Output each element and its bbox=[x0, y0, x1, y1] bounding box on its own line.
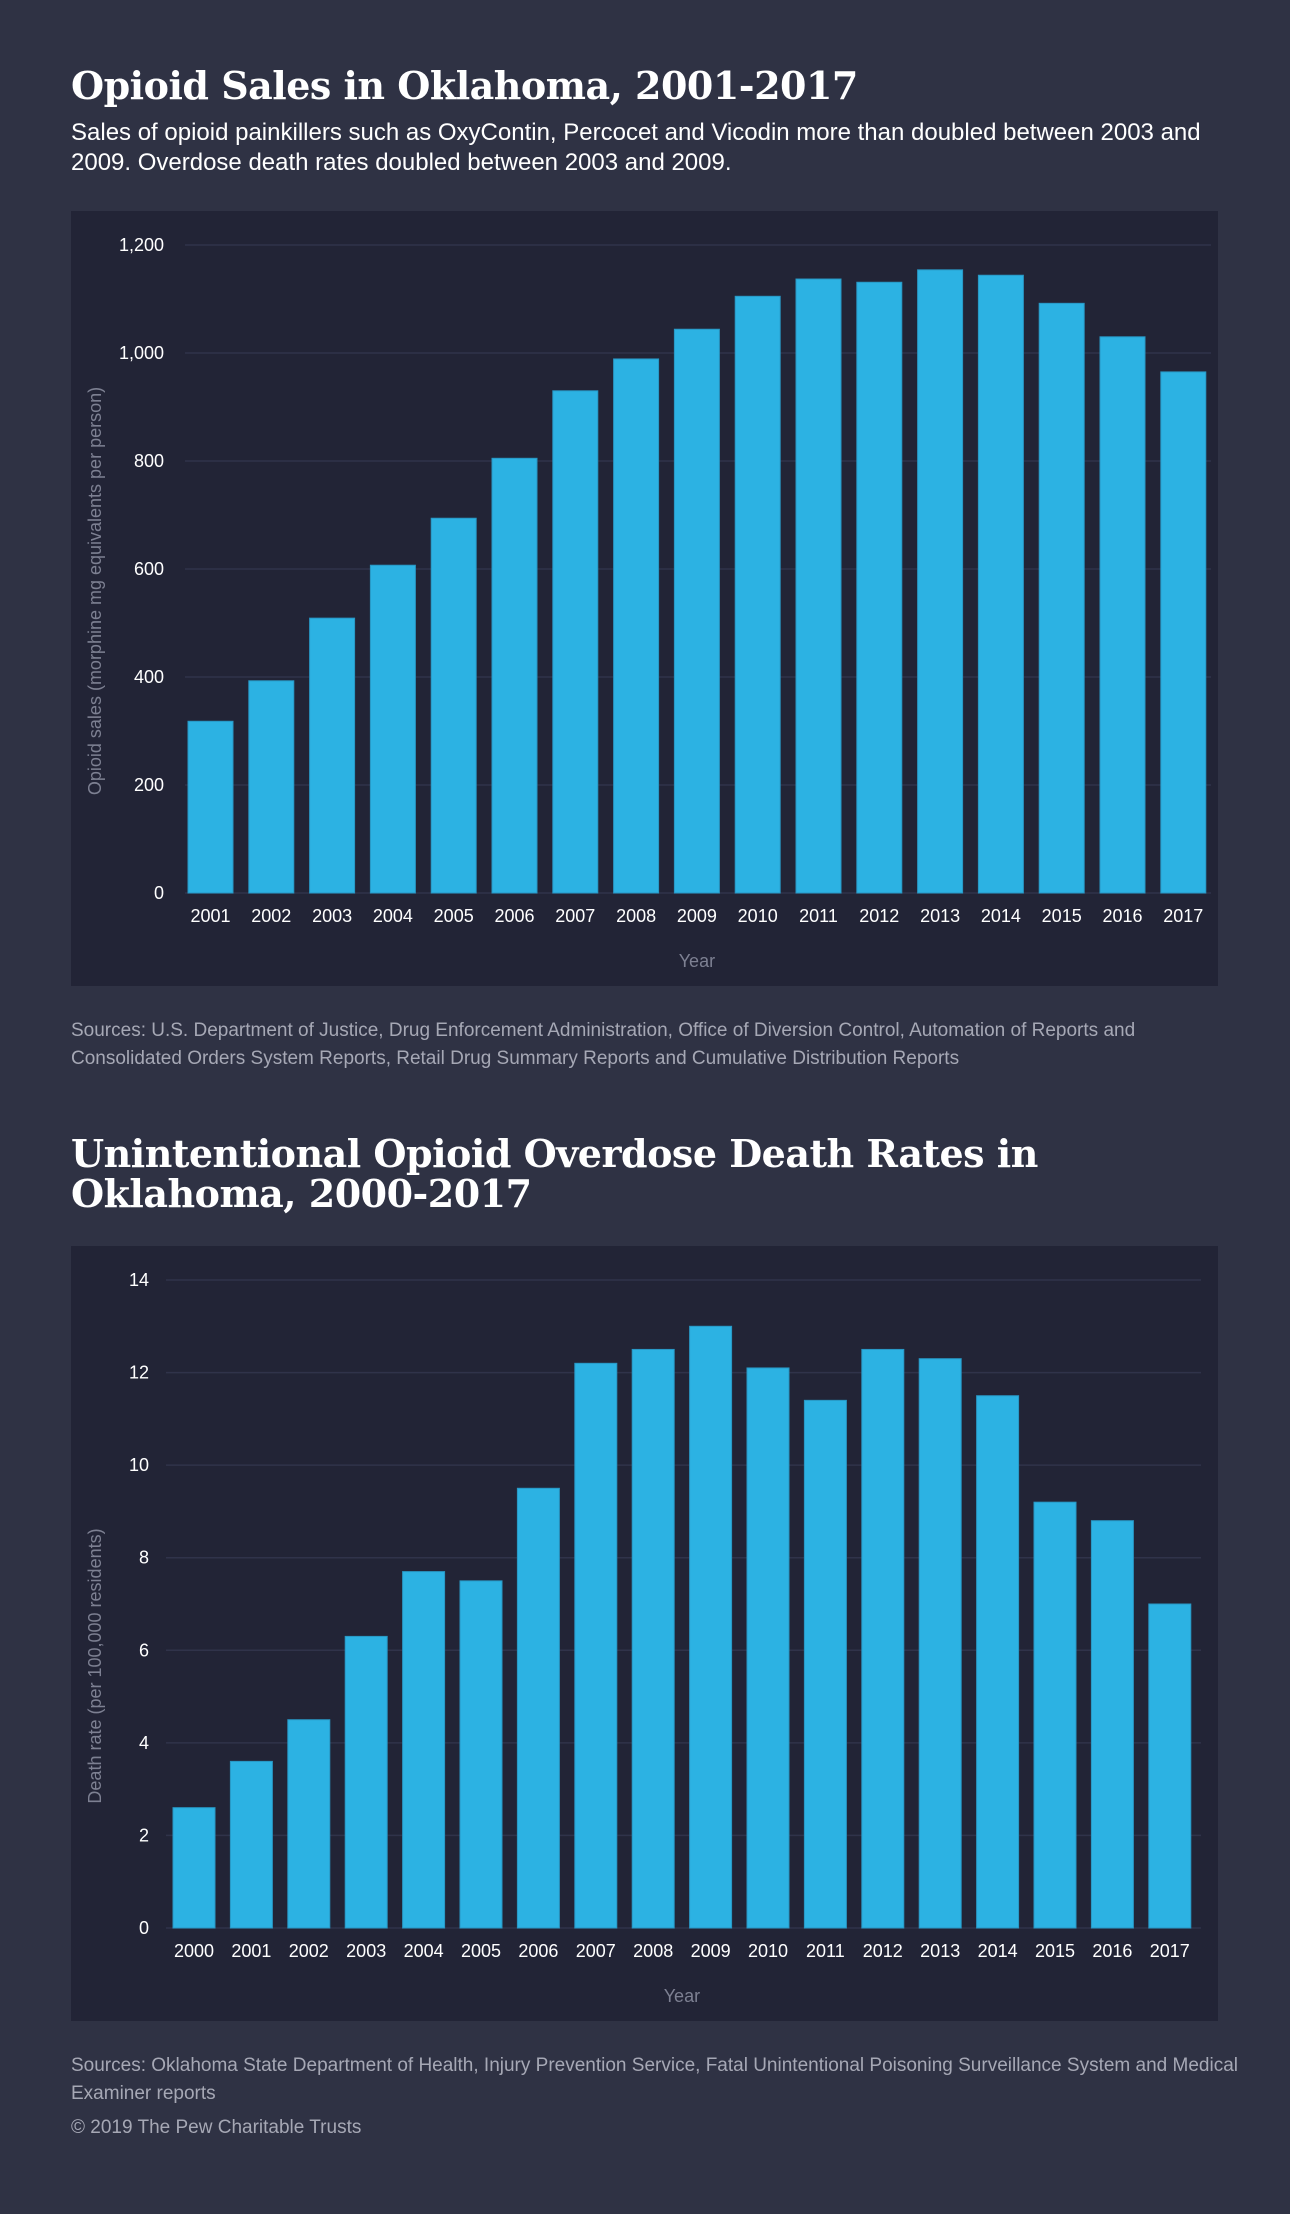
bar-2014 bbox=[977, 274, 1024, 894]
y-tick-label: 800 bbox=[134, 451, 164, 471]
bar-2002 bbox=[248, 680, 295, 894]
x-tick-label: 2010 bbox=[738, 906, 778, 926]
bar-2008 bbox=[613, 358, 660, 894]
y-tick-label: 8 bbox=[139, 1548, 149, 1568]
x-tick-label: 2003 bbox=[312, 906, 352, 926]
x-tick-label: 2006 bbox=[518, 1941, 558, 1961]
y-axis-label: Death rate (per 100,000 residents) bbox=[85, 1528, 105, 1803]
x-tick-label: 2002 bbox=[251, 906, 291, 926]
y-tick-label: 4 bbox=[139, 1733, 149, 1753]
y-tick-label: 0 bbox=[139, 1918, 149, 1938]
bar-2014 bbox=[976, 1395, 1020, 1929]
bar-2006 bbox=[491, 457, 538, 894]
chart1-panel: 0 200 400 600 800 1,000 1,200 2001 2002 2003 2004 2… bbox=[71, 211, 1218, 986]
x-tick-label: 2001 bbox=[190, 906, 230, 926]
x-tick-label: 2002 bbox=[289, 1941, 329, 1961]
chart2-title: Unintentional Opioid Overdose Death Rate… bbox=[71, 1131, 1038, 1216]
bar-2000 bbox=[172, 1807, 216, 1929]
y-axis-label: Opioid sales (morphine mg equivalents pe… bbox=[85, 387, 105, 795]
bar-2017 bbox=[1148, 1603, 1192, 1929]
y-tick-label: 2 bbox=[139, 1825, 149, 1845]
x-tick-label: 2005 bbox=[461, 1941, 501, 1961]
y-tick-label: 200 bbox=[134, 775, 164, 795]
bar-2003 bbox=[309, 617, 356, 894]
bar-2013 bbox=[917, 269, 964, 894]
bar-2001 bbox=[229, 1760, 273, 1929]
bar-2007 bbox=[552, 390, 599, 894]
y-tick-label: 1,200 bbox=[119, 235, 164, 255]
bar-2009 bbox=[689, 1325, 733, 1929]
bar-2007 bbox=[574, 1362, 618, 1929]
x-tick-label: 2005 bbox=[434, 906, 474, 926]
x-tick-label: 2011 bbox=[806, 1941, 845, 1961]
bar-2015 bbox=[1038, 302, 1085, 894]
bar-2016 bbox=[1090, 1520, 1134, 1929]
bar-2011 bbox=[795, 278, 842, 894]
x-tick-label: 2016 bbox=[1102, 906, 1142, 926]
chart2-panel: 0 2 4 6 8 10 12 14 2000 2001 2002 2003 2004 2005 2006 2… bbox=[71, 1246, 1218, 2021]
copyright: © 2019 The Pew Charitable Trusts bbox=[71, 2117, 362, 2138]
x-tick-label: 2014 bbox=[981, 906, 1021, 926]
y-tick-label: 0 bbox=[154, 883, 164, 903]
chart1-title: Opioid Sales in Oklahoma, 2001-2017 bbox=[71, 63, 858, 108]
x-tick-label: 2013 bbox=[920, 906, 960, 926]
x-tick-label: 2016 bbox=[1092, 1941, 1132, 1961]
x-tick-label: 2006 bbox=[494, 906, 534, 926]
y-tick-label: 1,000 bbox=[119, 343, 164, 363]
x-tick-label: 2000 bbox=[174, 1941, 214, 1961]
x-tick-label: 2004 bbox=[373, 906, 413, 926]
bar-2012 bbox=[856, 281, 903, 894]
x-tick-label: 2012 bbox=[863, 1941, 903, 1961]
bar-2011 bbox=[803, 1399, 847, 1929]
y-tick-label: 600 bbox=[134, 559, 164, 579]
bar-2005 bbox=[459, 1580, 503, 1929]
x-tick-label: 2015 bbox=[1035, 1941, 1075, 1961]
bar-2008 bbox=[631, 1348, 675, 1929]
bar-2012 bbox=[861, 1348, 905, 1929]
x-tick-label: 2008 bbox=[633, 1941, 673, 1961]
bar-2005 bbox=[430, 517, 477, 894]
x-tick-label: 2008 bbox=[616, 906, 656, 926]
x-tick-label: 2012 bbox=[859, 906, 899, 926]
x-tick-label: 2013 bbox=[920, 1941, 960, 1961]
x-tick-label: 2017 bbox=[1150, 1941, 1190, 1961]
bar-2015 bbox=[1033, 1501, 1077, 1929]
x-tick-label: 2014 bbox=[978, 1941, 1018, 1961]
bar-2013 bbox=[918, 1358, 962, 1929]
chart2-source: Sources: Oklahoma State Department of He… bbox=[71, 2055, 1238, 2104]
x-axis-label: Year bbox=[664, 1986, 700, 2006]
chart2-svg: 0 2 4 6 8 10 12 14 2000 2001 2002 2003 2004 2005 2006 2… bbox=[85, 1270, 1201, 2006]
bar-2017 bbox=[1160, 371, 1207, 894]
y-tick-label: 10 bbox=[129, 1455, 149, 1475]
x-tick-label: 2015 bbox=[1042, 906, 1082, 926]
bar-2003 bbox=[344, 1635, 388, 1929]
bar-2001 bbox=[187, 720, 234, 894]
y-tick-label: 12 bbox=[129, 1363, 149, 1383]
x-tick-label: 2009 bbox=[677, 906, 717, 926]
chart1-svg: 0 200 400 600 800 1,000 1,200 2001 2002 2003 2004 2… bbox=[85, 235, 1211, 971]
bar-2004 bbox=[402, 1571, 446, 1929]
x-tick-label: 2017 bbox=[1163, 906, 1203, 926]
y-tick-label: 6 bbox=[139, 1640, 149, 1660]
x-axis-label: Year bbox=[679, 951, 715, 971]
chart1-subtitle: Sales of opioid painkillers such as OxyC… bbox=[71, 119, 1201, 176]
bar-2009 bbox=[673, 328, 720, 894]
y-tick-label: 400 bbox=[134, 667, 164, 687]
chart1-source: Sources: U.S. Department of Justice, Dru… bbox=[71, 1020, 1136, 1069]
x-tick-label: 2001 bbox=[231, 1941, 271, 1961]
x-tick-label: 2007 bbox=[555, 906, 595, 926]
bar-2002 bbox=[287, 1719, 331, 1929]
y-tick-label: 14 bbox=[129, 1270, 149, 1290]
x-tick-label: 2004 bbox=[404, 1941, 444, 1961]
x-tick-label: 2011 bbox=[799, 906, 838, 926]
x-tick-label: 2007 bbox=[576, 1941, 616, 1961]
bar-2004 bbox=[369, 564, 416, 894]
x-tick-label: 2003 bbox=[346, 1941, 386, 1961]
x-tick-label: 2010 bbox=[748, 1941, 788, 1961]
bar-2016 bbox=[1099, 336, 1146, 894]
bar-2010 bbox=[734, 295, 781, 894]
bar-2006 bbox=[516, 1487, 560, 1929]
x-tick-label: 2009 bbox=[691, 1941, 731, 1961]
bar-2010 bbox=[746, 1367, 790, 1929]
